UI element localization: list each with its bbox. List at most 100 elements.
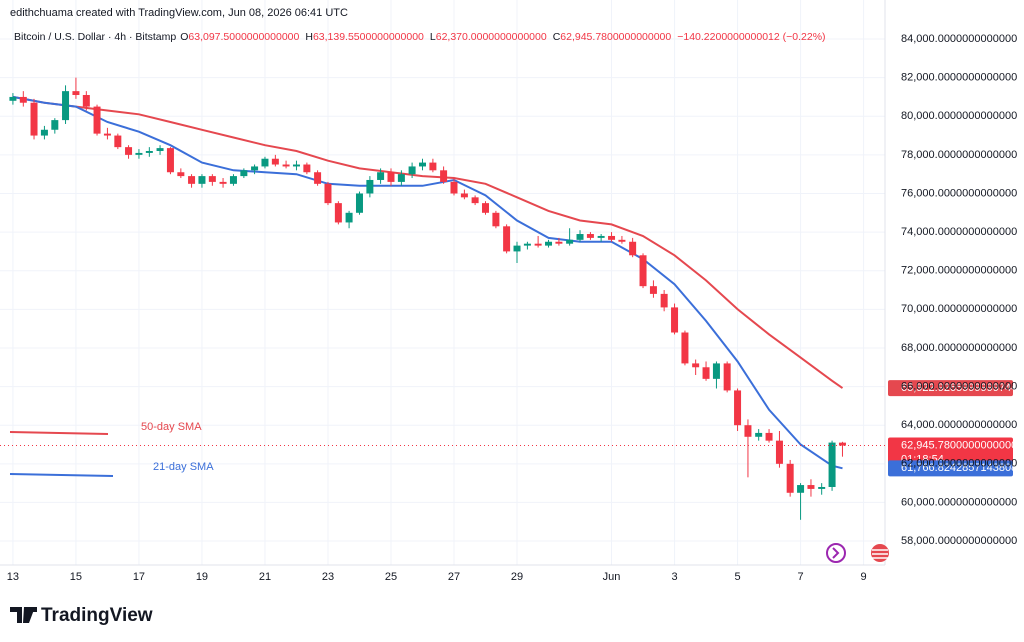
ohlc-label: C [553,31,561,43]
x-tick-label: 5 [734,571,740,583]
candle-body [40,129,48,136]
candle-body [303,164,311,173]
legend-label: 50-day SMA [141,421,202,433]
candle-body [576,234,584,240]
candle-body [334,203,342,223]
candle-body [93,106,101,134]
candle-body [177,172,185,177]
flag-icon[interactable] [871,544,889,562]
candle-body [681,332,689,364]
candle-body [82,95,90,107]
candle-body [629,241,637,256]
candle-body [744,425,752,437]
y-tick-label: 84,000.0000000000000 [901,33,1017,45]
candle-body [460,193,468,198]
candle-body [208,176,216,182]
candle-body [503,226,511,252]
candle-body [135,152,143,155]
candle-body [660,293,668,308]
sma-line [12,95,843,470]
candle-body [513,245,521,252]
candle-body [397,174,405,182]
candle-body [355,193,363,213]
candle-body [366,179,374,194]
candle-body [828,442,836,487]
candle-body [292,164,300,167]
y-tick-label: 76,000.0000000000000 [901,187,1017,199]
candle-body [597,235,605,238]
candle-body [639,255,647,287]
x-tick-label: 17 [133,571,145,583]
candle-body [545,241,553,246]
candle-body [30,102,38,136]
price-tag [888,380,1013,397]
candle-body [156,148,164,152]
candle-body [324,183,332,204]
candle-body [51,120,59,130]
candle-body [314,172,322,184]
y-tick-label: 82,000.0000000000000 [901,72,1017,84]
candle-body [786,463,794,493]
candle-body [114,135,122,148]
logo-icon [10,607,37,623]
candle-body [482,203,490,213]
x-tick-label: 13 [7,571,19,583]
x-tick-label: 3 [671,571,677,583]
y-tick-label: 58,000.0000000000000 [901,535,1017,547]
price-tag-label: 62,945.7800000000000 [901,439,1017,451]
price-tag [888,460,1013,477]
change: −140.2200000000012 (−0.22%) [677,31,825,43]
x-tick-label: 7 [798,571,804,583]
price-tags: 65,922.9265999999744 62,945.7800000000000… [888,380,1017,477]
logo-text: TradingView [41,605,153,626]
legend-swatch [9,431,109,435]
candle-body [62,91,70,121]
y-tick-label: 70,000.0000000000000 [901,303,1017,315]
x-tick-label: 19 [196,571,208,583]
candle-body [671,307,679,333]
attribution: edithchuama created with TradingView.com… [10,7,348,19]
y-tick-label: 68,000.0000000000000 [901,342,1017,354]
candle-body [566,239,574,244]
candle-body [712,363,720,379]
replay-glyph [832,547,840,559]
candle-body [586,234,594,238]
x-tick-label: Jun [603,571,621,583]
y-tick-label: 64,000.0000000000000 [901,419,1017,431]
candle-body [608,235,616,240]
candle-body [145,151,153,153]
candle-body [345,212,353,223]
candle-body [251,166,259,171]
candle-body [523,243,531,246]
candle-body [734,390,742,426]
grid [0,0,885,565]
candle-body [219,181,227,184]
candle-body [492,212,500,227]
candle-body [807,485,815,489]
candle-body [471,197,479,204]
candle-body [103,133,111,136]
candle-body [271,158,279,165]
candle-body [125,147,133,155]
candle-body [555,241,563,244]
candle-body [775,440,783,464]
candle-body [692,363,700,368]
candle-body [818,486,826,489]
candle-body [649,286,657,294]
x-tick-label: 27 [448,571,460,583]
candle-body [282,164,290,167]
ohlc-value: 62,370.0000000000000 [436,31,547,43]
price-tag-label: 65,922.9265999999744 [901,382,1017,394]
x-tick-label: 29 [511,571,523,583]
candle-body [418,162,426,167]
candle-body [9,96,17,101]
candle-body [797,485,805,493]
candle-body [702,367,710,379]
ohlc-value: 63,097.5000000000000 [188,31,299,43]
replay-icon[interactable] [826,543,846,563]
price-tag-label: 61,766.8242857143808 [901,462,1017,474]
candle-body [19,96,27,103]
y-tick-label: 78,000.0000000000000 [901,149,1017,161]
y-tick-label: 62,000.0000000000000 [901,458,1017,470]
